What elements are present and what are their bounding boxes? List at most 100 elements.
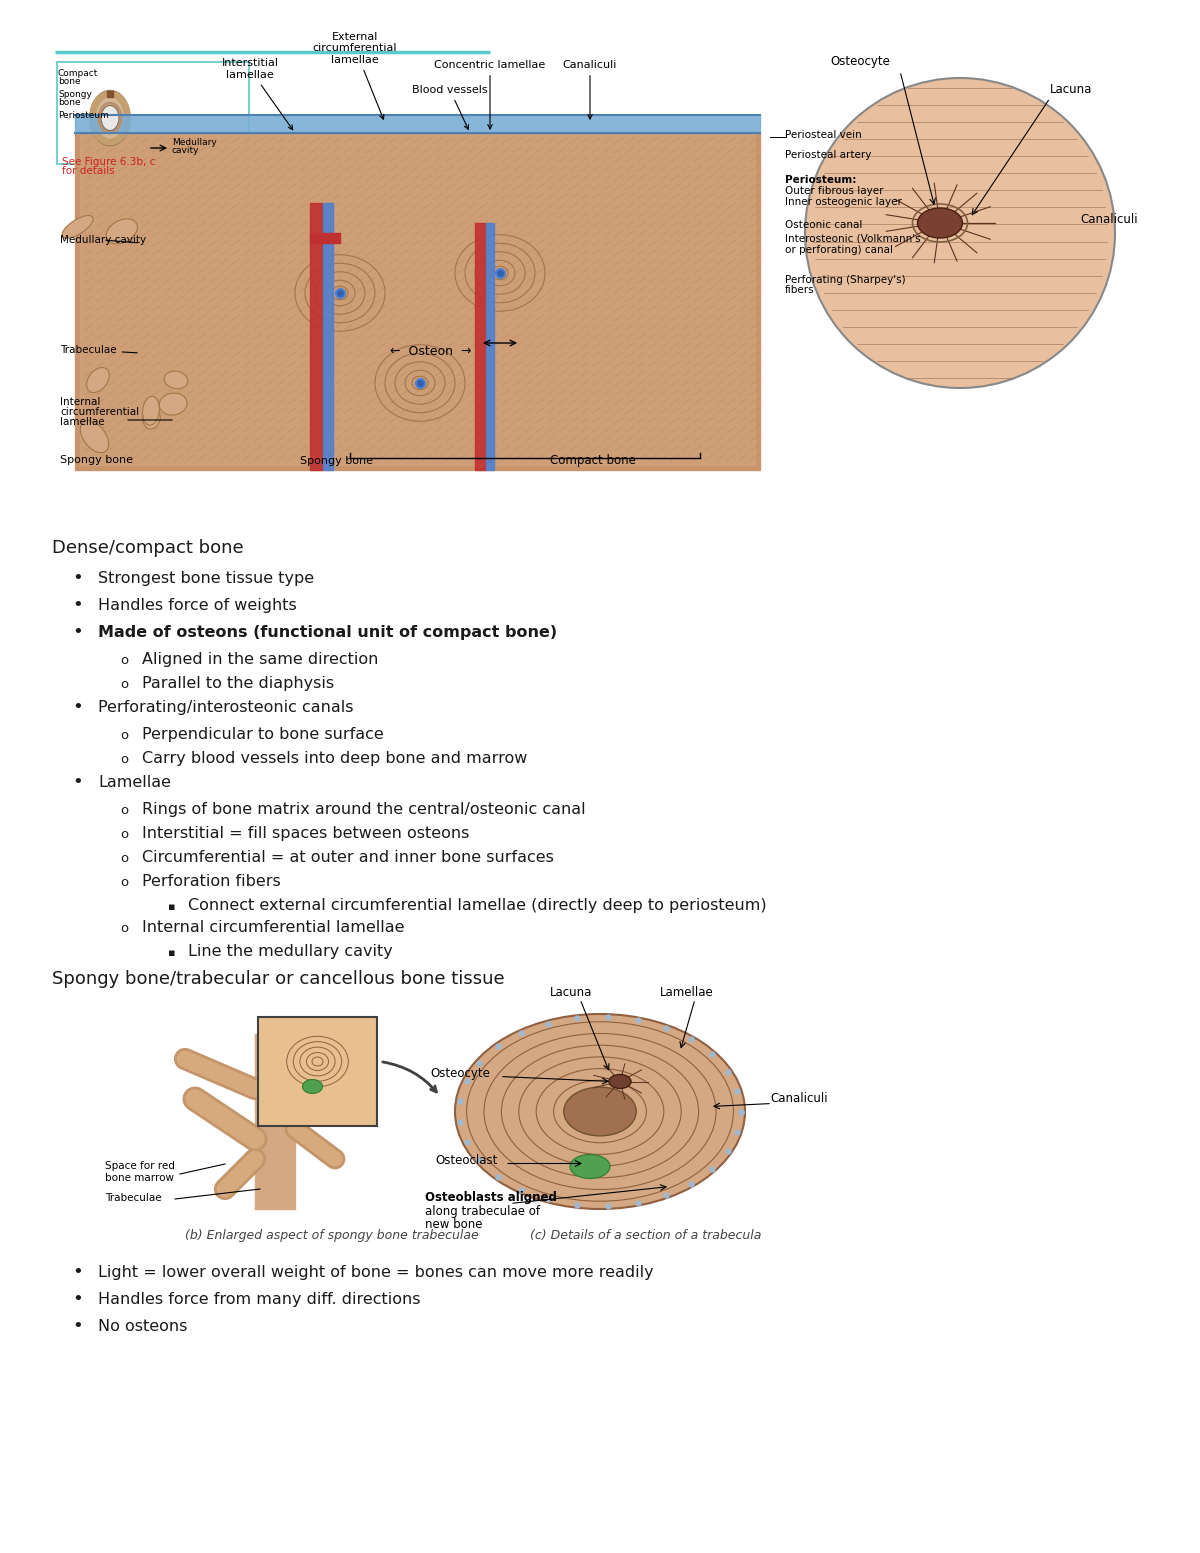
Text: Made of osteons (functional unit of compact bone): Made of osteons (functional unit of comp… — [98, 624, 557, 640]
Text: o: o — [120, 753, 128, 766]
Text: Perpendicular to bone surface: Perpendicular to bone surface — [142, 727, 384, 742]
Text: Osteoblasts aligned: Osteoblasts aligned — [425, 1191, 557, 1205]
Text: Parallel to the diaphysis: Parallel to the diaphysis — [142, 676, 334, 691]
Text: along trabeculae of: along trabeculae of — [425, 1205, 540, 1218]
Ellipse shape — [918, 208, 962, 238]
Text: (c) Details of a section of a trabecula: (c) Details of a section of a trabecula — [530, 1228, 761, 1242]
Text: ←  Osteon  →: ← Osteon → — [390, 345, 472, 359]
Text: •: • — [72, 1263, 83, 1281]
Text: Medullary cavity: Medullary cavity — [60, 235, 146, 245]
Ellipse shape — [107, 219, 137, 244]
Text: o: o — [120, 828, 128, 842]
Text: Concentric lamellae: Concentric lamellae — [434, 61, 546, 129]
Text: Lacuna: Lacuna — [550, 986, 593, 999]
FancyBboxPatch shape — [58, 62, 250, 165]
Text: Handles force of weights: Handles force of weights — [98, 598, 296, 613]
Text: Interstitial
lamellae: Interstitial lamellae — [222, 59, 293, 130]
Text: Circumferential = at outer and inner bone surfaces: Circumferential = at outer and inner bon… — [142, 849, 554, 865]
Circle shape — [805, 78, 1115, 388]
Text: Spongy bone: Spongy bone — [300, 457, 373, 466]
Text: Dense/compact bone: Dense/compact bone — [52, 539, 244, 558]
Text: Lamellae: Lamellae — [98, 775, 172, 790]
Text: Trabeculae: Trabeculae — [106, 1193, 162, 1204]
Text: Perforating (Sharpey's): Perforating (Sharpey's) — [785, 275, 906, 286]
Text: Space for red: Space for red — [106, 1162, 175, 1171]
Text: Light = lower overall weight of bone = bones can move more readily: Light = lower overall weight of bone = b… — [98, 1266, 654, 1280]
Ellipse shape — [570, 1154, 610, 1179]
Text: Periosteal artery: Periosteal artery — [785, 151, 871, 160]
Text: circumferential: circumferential — [60, 407, 139, 418]
Text: cavity: cavity — [172, 146, 199, 155]
Polygon shape — [74, 134, 760, 471]
Text: Osteocyte: Osteocyte — [830, 54, 890, 68]
Text: o: o — [120, 876, 128, 888]
Text: Interstitial = fill spaces between osteons: Interstitial = fill spaces between osteo… — [142, 826, 469, 842]
Text: o: o — [120, 654, 128, 666]
Text: bone marrow: bone marrow — [106, 1173, 174, 1183]
Text: •: • — [72, 773, 83, 790]
Text: See Figure 6.3b, c: See Figure 6.3b, c — [62, 157, 155, 168]
Text: Periosteal vein: Periosteal vein — [785, 130, 862, 140]
Text: Compact: Compact — [58, 68, 98, 78]
Text: Osteonic canal: Osteonic canal — [785, 221, 863, 230]
Text: (b) Enlarged aspect of spongy bone trabeculae: (b) Enlarged aspect of spongy bone trabe… — [185, 1228, 479, 1242]
Text: o: o — [120, 679, 128, 691]
Text: •: • — [72, 697, 83, 716]
Text: Perforation fibers: Perforation fibers — [142, 874, 281, 888]
Ellipse shape — [302, 1079, 323, 1093]
Text: Medullary: Medullary — [172, 138, 217, 148]
Text: •: • — [72, 596, 83, 613]
Text: Canaliculi: Canaliculi — [770, 1092, 828, 1104]
Text: Outer fibrous layer: Outer fibrous layer — [785, 186, 883, 196]
Text: Blood vessels: Blood vessels — [412, 85, 488, 129]
Text: Lacuna: Lacuna — [1050, 82, 1092, 96]
Ellipse shape — [86, 368, 109, 393]
Ellipse shape — [62, 216, 94, 238]
FancyBboxPatch shape — [258, 1017, 377, 1126]
Text: No osteons: No osteons — [98, 1318, 187, 1334]
Ellipse shape — [101, 106, 119, 130]
Text: o: o — [120, 804, 128, 817]
Text: bone: bone — [58, 78, 80, 85]
Text: Trabeculae: Trabeculae — [60, 345, 137, 356]
Text: Internal circumferential lamellae: Internal circumferential lamellae — [142, 919, 404, 935]
Text: for details: for details — [62, 166, 115, 175]
Ellipse shape — [564, 1087, 636, 1135]
Text: o: o — [120, 853, 128, 865]
Ellipse shape — [90, 90, 130, 146]
Text: Spongy: Spongy — [58, 90, 92, 99]
Text: Compact bone: Compact bone — [550, 453, 636, 467]
Text: •: • — [72, 568, 83, 587]
Text: Spongy bone: Spongy bone — [60, 455, 133, 464]
Text: Canaliculi: Canaliculi — [563, 61, 617, 120]
Ellipse shape — [143, 396, 160, 426]
Text: •: • — [72, 1291, 83, 1308]
Text: Connect external circumferential lamellae (directly deep to periosteum): Connect external circumferential lamella… — [188, 898, 767, 913]
Text: •: • — [72, 623, 83, 641]
Ellipse shape — [610, 1075, 631, 1089]
Text: Internal: Internal — [60, 398, 101, 407]
Text: Spongy bone/trabecular or cancellous bone tissue: Spongy bone/trabecular or cancellous bon… — [52, 971, 505, 988]
Text: Periosteum:: Periosteum: — [785, 175, 857, 185]
Text: o: o — [120, 922, 128, 935]
Text: Lamellae: Lamellae — [660, 986, 714, 999]
Text: Perforating/interosteonic canals: Perforating/interosteonic canals — [98, 700, 354, 714]
Text: Periosteum: Periosteum — [58, 110, 109, 120]
Text: o: o — [120, 728, 128, 742]
Text: External
circumferential
lamellae: External circumferential lamellae — [313, 31, 397, 120]
Text: ▪: ▪ — [168, 902, 175, 912]
Ellipse shape — [80, 421, 109, 452]
Text: lamellae: lamellae — [60, 418, 104, 427]
Text: Aligned in the same direction: Aligned in the same direction — [142, 652, 378, 666]
Ellipse shape — [143, 407, 160, 429]
Text: Line the medullary cavity: Line the medullary cavity — [188, 944, 392, 960]
Text: fibers: fibers — [785, 286, 815, 295]
Ellipse shape — [164, 371, 187, 388]
Ellipse shape — [455, 1014, 745, 1208]
Text: Carry blood vessels into deep bone and marrow: Carry blood vessels into deep bone and m… — [142, 752, 527, 766]
Text: new bone: new bone — [425, 1218, 482, 1230]
Text: •: • — [72, 1317, 83, 1336]
Text: Osteoclast: Osteoclast — [436, 1154, 497, 1166]
Text: ▪: ▪ — [168, 947, 175, 958]
Ellipse shape — [160, 393, 187, 415]
